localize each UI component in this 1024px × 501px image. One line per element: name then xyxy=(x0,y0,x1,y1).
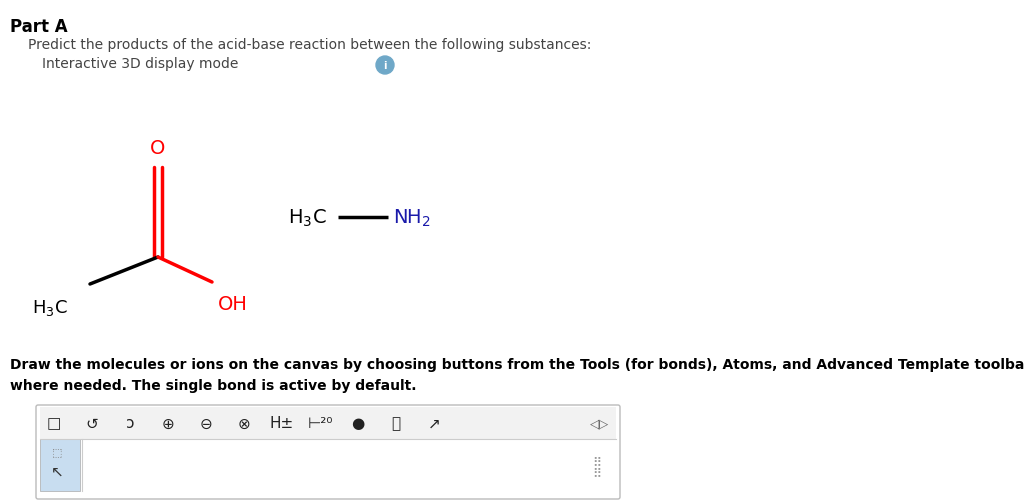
Text: H$_3$C: H$_3$C xyxy=(32,298,68,317)
Text: ↺: ↺ xyxy=(86,416,98,431)
Text: ↖: ↖ xyxy=(50,463,63,478)
Text: ❓: ❓ xyxy=(391,416,400,431)
Text: ↄ: ↄ xyxy=(126,416,134,431)
Text: ⠿
⠿: ⠿ ⠿ xyxy=(593,455,601,479)
Text: ⊕: ⊕ xyxy=(162,416,174,431)
Text: NH$_2$: NH$_2$ xyxy=(393,207,431,228)
Text: ↗: ↗ xyxy=(428,416,440,431)
Text: □: □ xyxy=(47,416,61,431)
Text: Interactive 3D display mode: Interactive 3D display mode xyxy=(42,57,239,71)
Text: OH: OH xyxy=(218,295,248,313)
Text: O: O xyxy=(151,139,166,158)
Bar xyxy=(40,407,616,439)
Text: H±: H± xyxy=(270,416,294,431)
Text: ⊗: ⊗ xyxy=(238,416,251,431)
Text: ⊢²⁰: ⊢²⁰ xyxy=(307,416,333,431)
FancyBboxPatch shape xyxy=(36,405,620,499)
Circle shape xyxy=(376,57,394,75)
Bar xyxy=(40,439,80,491)
Text: Draw the molecules or ions on the canvas by choosing buttons from the Tools (for: Draw the molecules or ions on the canvas… xyxy=(10,357,1024,392)
Text: ◁▷: ◁▷ xyxy=(591,417,609,430)
Text: ⬚: ⬚ xyxy=(52,446,62,456)
Text: i: i xyxy=(383,61,387,71)
Text: H$_3$C: H$_3$C xyxy=(288,207,327,228)
Text: ●: ● xyxy=(351,416,365,431)
Text: ⊖: ⊖ xyxy=(200,416,212,431)
Text: Predict the products of the acid-base reaction between the following substances:: Predict the products of the acid-base re… xyxy=(28,38,592,52)
Text: Part A: Part A xyxy=(10,18,68,36)
